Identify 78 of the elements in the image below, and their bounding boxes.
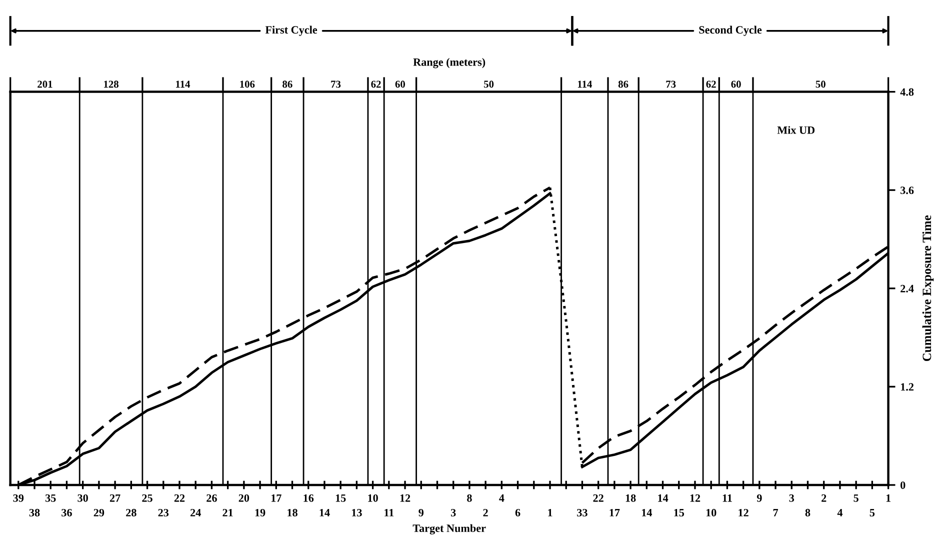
text: First Cycle <box>265 26 318 36</box>
x-tick-label: 14 <box>320 508 330 516</box>
x-tick-label: 5 <box>870 509 875 516</box>
x-tick-label: 16 <box>304 494 314 502</box>
text: 62 <box>706 80 716 88</box>
x-tick-label: 9 <box>418 508 424 516</box>
x-tick-label: 20 <box>238 494 250 502</box>
x-tick-label: 24 <box>190 508 201 516</box>
x-tick-label: 2 <box>822 494 826 502</box>
text: Second Cycle <box>699 26 762 36</box>
x-tick-label: 1 <box>886 494 891 502</box>
x-tick-label: 28 <box>126 508 136 516</box>
x-tick-label: 27 <box>110 494 120 502</box>
x-tick-label: 15 <box>674 508 684 516</box>
x-tick-label: 39 <box>13 494 24 502</box>
text: 114 <box>578 80 592 88</box>
x-tick-label: 26 <box>206 494 217 502</box>
y-tick-label: 3.6 <box>900 186 914 194</box>
text: 114 <box>176 80 190 88</box>
x-tick-label: 30 <box>78 494 88 502</box>
text: 62 <box>371 80 381 88</box>
x-tick-label: 19 <box>255 508 266 516</box>
x-tick-label: 17 <box>271 494 282 502</box>
x-tick-label: 6 <box>515 508 520 516</box>
x-axis-title: Target Number <box>412 524 486 534</box>
x-tick-label: 18 <box>288 508 298 516</box>
text: 50 <box>484 80 494 88</box>
y-tick-label: 2.4 <box>900 284 914 292</box>
x-tick-label: 12 <box>738 508 748 516</box>
x-tick-label: 18 <box>626 494 636 502</box>
x-tick-label: 12 <box>400 494 410 502</box>
text: 60 <box>731 80 741 88</box>
text: 60 <box>395 80 405 88</box>
text: 73 <box>666 80 676 88</box>
x-tick-label: 23 <box>158 508 169 516</box>
x-tick-label: 29 <box>94 508 104 516</box>
annotation: Mix UD <box>777 126 815 134</box>
y-tick-label: 1.2 <box>900 383 914 391</box>
x-tick-label: 22 <box>174 494 185 502</box>
text: 201 <box>38 80 52 88</box>
x-tick-label: 15 <box>336 494 346 502</box>
x-tick-label: 3 <box>789 494 794 502</box>
y-tick-label: 4.8 <box>900 88 914 96</box>
x-tick-label: 4 <box>837 508 843 516</box>
text: 73 <box>331 80 341 88</box>
x-tick-label: 10 <box>368 494 378 502</box>
text: 50 <box>816 80 826 88</box>
x-tick-label: 9 <box>756 494 762 502</box>
x-tick-label: 35 <box>45 494 56 502</box>
y-tick-label: 0 <box>900 481 906 489</box>
chart-subtitle: Range (meters) <box>413 58 486 68</box>
x-tick-label: 8 <box>805 508 810 516</box>
x-tick-label: 22 <box>593 494 604 502</box>
x-tick-label: 38 <box>29 508 40 516</box>
x-tick-label: 3 <box>450 508 456 516</box>
text: 86 <box>618 80 628 88</box>
text: 128 <box>104 80 118 88</box>
x-tick-label: 14 <box>642 508 652 516</box>
x-tick-label: 7 <box>773 509 778 516</box>
x-tick-label: 11 <box>384 508 394 516</box>
x-tick-label: 2 <box>483 508 488 516</box>
x-tick-label: 33 <box>577 508 588 516</box>
x-tick-label: 17 <box>610 508 620 516</box>
x-tick-label: 13 <box>352 508 362 516</box>
x-tick-label: 12 <box>690 494 700 502</box>
x-tick-label: 5 <box>854 494 858 502</box>
x-tick-label: 21 <box>222 508 233 516</box>
text: 86 <box>282 80 292 88</box>
x-tick-label: 25 <box>142 494 152 502</box>
x-tick-label: 1 <box>548 508 552 516</box>
x-tick-label: 14 <box>658 494 668 502</box>
y-axis-title: Cumulative Exposure Time <box>922 215 934 362</box>
x-tick-label: 10 <box>706 508 716 516</box>
x-tick-label: 36 <box>62 508 72 516</box>
x-tick-label: 11 <box>722 494 732 502</box>
x-tick-label: 8 <box>467 494 472 502</box>
text: 106 <box>240 80 255 88</box>
x-tick-label: 4 <box>499 494 504 502</box>
